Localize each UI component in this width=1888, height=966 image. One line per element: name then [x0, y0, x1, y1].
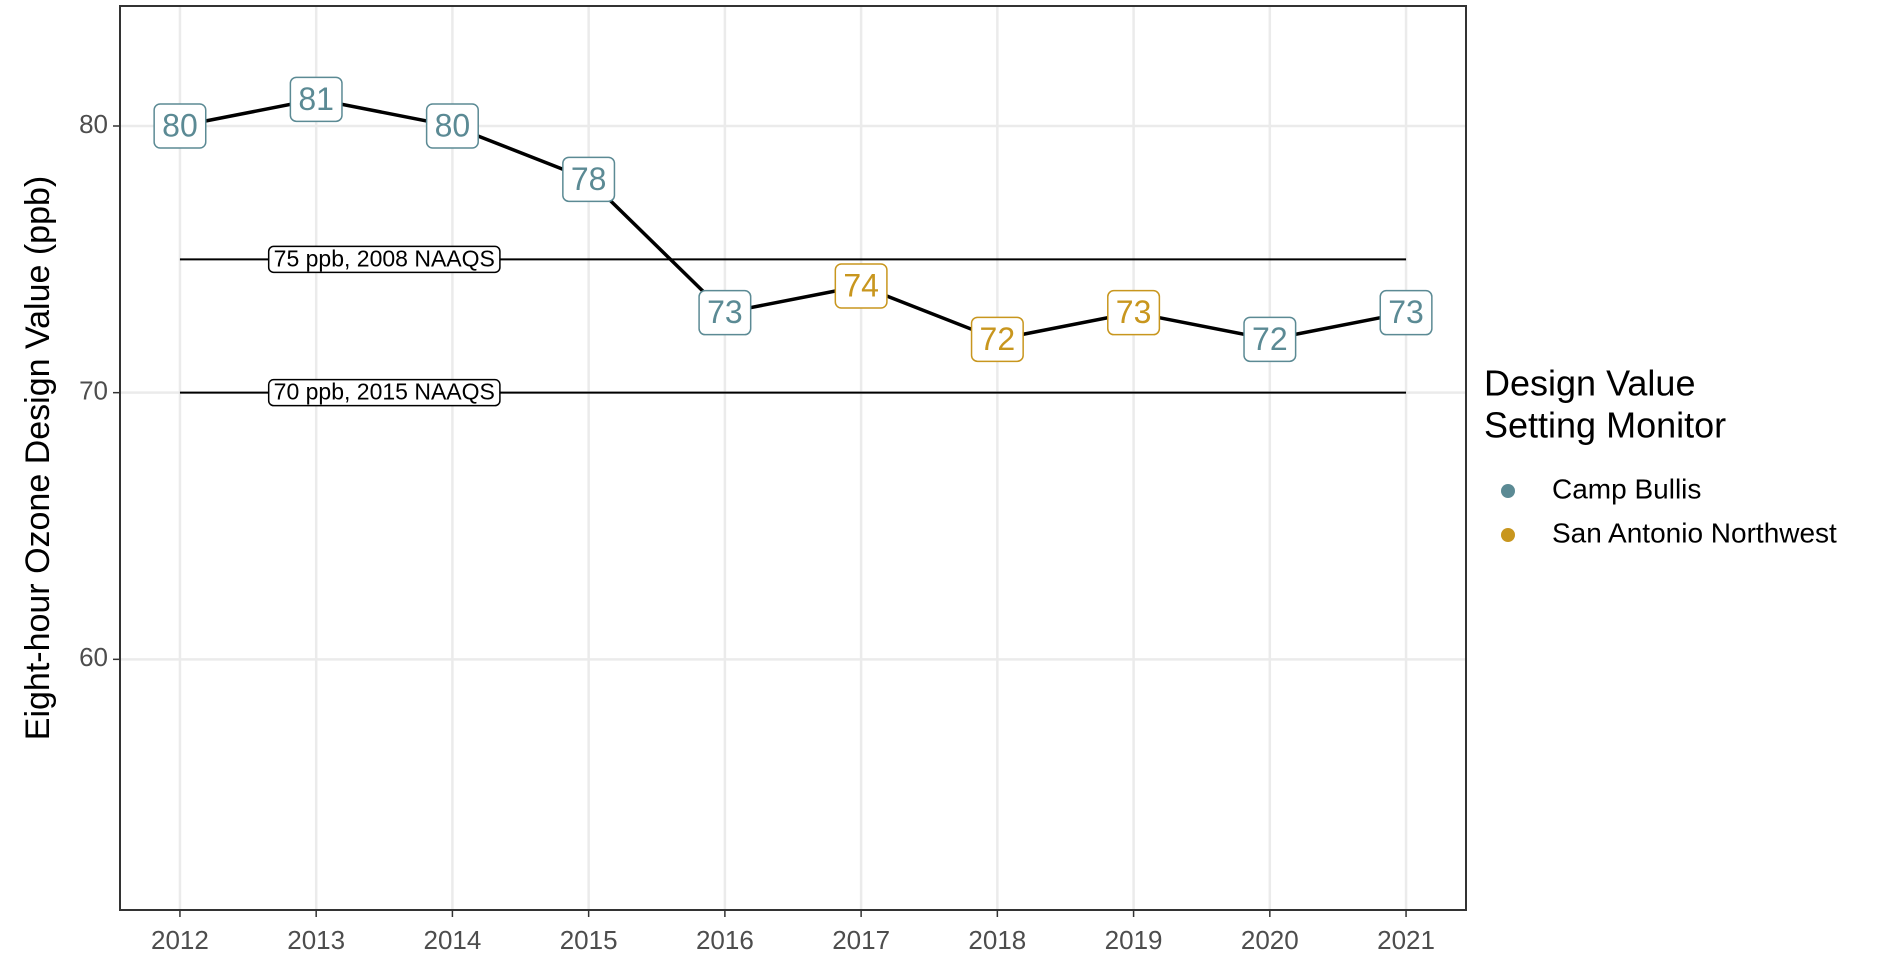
data-label-box	[153, 103, 207, 149]
legend-swatch	[1501, 528, 1515, 542]
data-label-box	[970, 316, 1024, 363]
x-tick-label: 2015	[560, 925, 618, 955]
y-axis-title: Eight-hour Ozone Design Value (ppb)	[19, 176, 57, 740]
legend-title: Design Value	[1484, 363, 1695, 404]
x-tick-label: 2014	[423, 925, 481, 955]
data-label: 80	[162, 107, 198, 143]
data-label: 73	[1116, 294, 1152, 330]
data-label: 78	[571, 161, 607, 197]
data-label-box	[289, 76, 343, 123]
data-point: 80	[425, 103, 479, 149]
y-tick-label: 60	[79, 642, 108, 672]
legend-swatch	[1501, 484, 1515, 498]
data-label: 72	[980, 321, 1016, 357]
data-line	[179, 97, 1407, 342]
data-label-box	[834, 263, 888, 309]
data-point: 72	[970, 316, 1024, 363]
data-label: 72	[1252, 321, 1288, 357]
data-point: 73	[1379, 289, 1433, 336]
x-tick-label: 2017	[832, 925, 890, 955]
reference-label-box	[267, 378, 501, 407]
data-point: 81	[289, 76, 343, 123]
x-tick-label: 2018	[968, 925, 1026, 955]
data-point: 72	[1243, 316, 1297, 363]
data-label-box	[425, 103, 479, 149]
x-tick-label: 2021	[1377, 925, 1435, 955]
reference-label: 75 ppb, 2008 NAAQS	[274, 245, 495, 271]
data-point: 80	[153, 103, 207, 149]
data-label-box	[1379, 289, 1433, 336]
data-point: 74	[834, 263, 888, 309]
reference-label: 70 ppb, 2015 NAAQS	[274, 379, 495, 405]
y-tick-label: 70	[79, 376, 108, 406]
x-tick-label: 2019	[1105, 925, 1163, 955]
data-label-box	[1243, 316, 1297, 363]
legend-label: Camp Bullis	[1552, 473, 1701, 504]
data-label-box	[1107, 289, 1161, 336]
panel-border	[119, 5, 1467, 911]
data-label-box	[562, 156, 616, 203]
data-label: 74	[843, 267, 879, 303]
data-point: 73	[1107, 289, 1161, 336]
data-point: 78	[562, 156, 616, 203]
legend-label: San Antonio Northwest	[1552, 517, 1837, 548]
x-tick-label: 2013	[287, 925, 345, 955]
data-label: 81	[298, 81, 334, 117]
data-label: 80	[435, 107, 471, 143]
y-tick-label: 80	[79, 109, 108, 139]
data-label: 73	[707, 294, 743, 330]
data-label-box	[698, 289, 752, 336]
data-label: 73	[1388, 294, 1424, 330]
x-tick-label: 2012	[151, 925, 209, 955]
x-tick-label: 2016	[696, 925, 754, 955]
reference-label-box	[267, 245, 501, 274]
x-tick-label: 2020	[1241, 925, 1299, 955]
legend-title: Setting Monitor	[1484, 405, 1726, 446]
data-point: 73	[698, 289, 752, 336]
